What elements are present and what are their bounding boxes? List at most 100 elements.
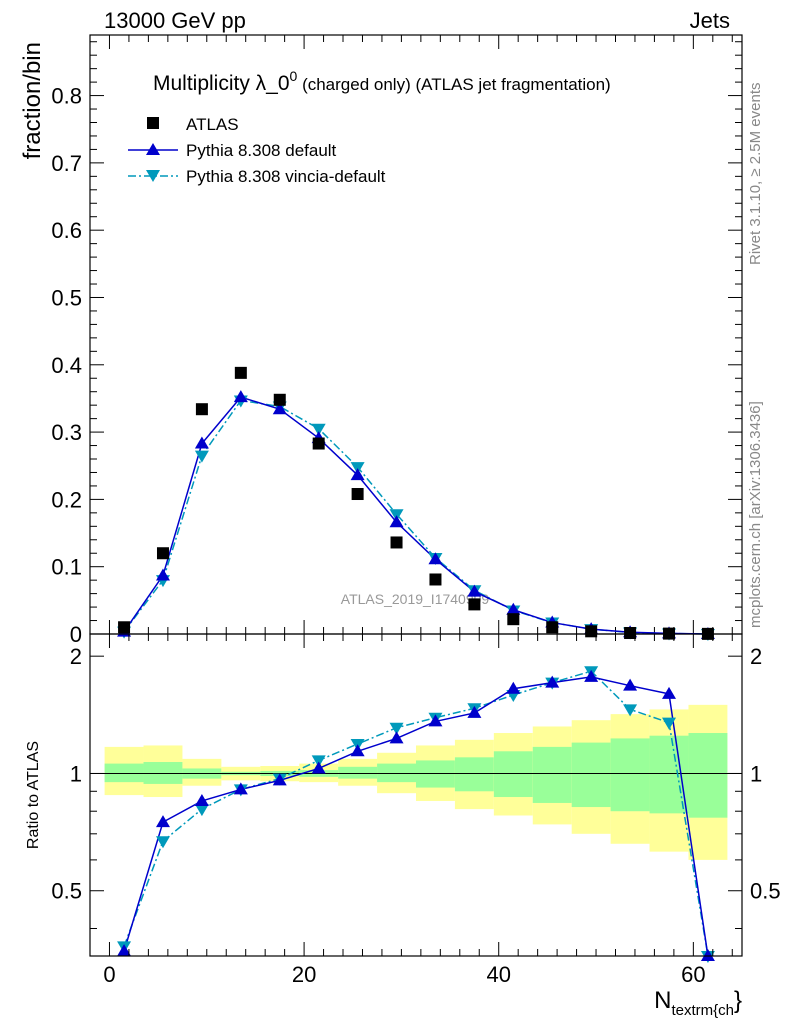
inner-band-bin xyxy=(104,763,144,783)
legend-marker-vincia xyxy=(146,170,160,182)
main-y-tick-label: 0.6 xyxy=(51,218,82,243)
inner-band-bin xyxy=(688,733,728,818)
ratio-vincia-marker xyxy=(311,755,326,768)
ratio-vincia-marker xyxy=(662,717,677,730)
ratio-y-tick-label-left: 0.5 xyxy=(51,879,82,904)
main-y-axis-label: fraction/bin xyxy=(19,42,46,159)
main-y-tick-label: 0.2 xyxy=(51,487,82,512)
ratio-default-marker xyxy=(272,773,287,786)
ratio-axis-ticks xyxy=(90,634,742,956)
ratio-vincia-line xyxy=(123,670,709,957)
vincia-marker xyxy=(311,423,326,436)
ratio-series-group xyxy=(117,666,715,963)
legend-marker-default xyxy=(146,143,160,155)
ratio-panel: 0.5 0.5 1 1 2 2 0 20 40 60 Ratio to ATLAS Ntextr… xyxy=(25,633,781,1019)
main-y-tick-label: 0 xyxy=(70,622,82,647)
x-axis-label-sub: textrm{ch xyxy=(671,1002,734,1019)
ratio-default-marker xyxy=(623,678,638,691)
ratio-default-marker xyxy=(584,669,599,682)
legend-label-vincia: Pythia 8.308 vincia-default xyxy=(186,167,386,186)
x-axis-label: Ntextrm{ch} xyxy=(654,987,742,1019)
legend-marker-atlas xyxy=(147,117,159,129)
main-panel: 0 0.1 0.2 0.3 0.4 0.5 0.6 0.7 0.8 fraction/bin M… xyxy=(19,34,743,647)
default-marker xyxy=(194,436,209,449)
x-axis-label-main: N xyxy=(654,987,671,1014)
ratio-uncertainty-bands xyxy=(104,704,728,860)
legend: ATLAS Pythia 8.308 default Pythia 8.308 … xyxy=(128,115,386,186)
default-marker xyxy=(467,584,482,597)
rivet-side-label: Rivet 3.1.10, ≥ 2.5M events xyxy=(747,83,764,266)
x-axis-label-close: } xyxy=(734,987,742,1014)
inner-band-bin xyxy=(338,766,378,779)
ratio-default-marker xyxy=(194,793,209,806)
main-y-tick-label: 0.4 xyxy=(51,353,82,378)
inner-band-bin xyxy=(649,735,689,814)
atlas-marker xyxy=(624,626,637,639)
default-marker xyxy=(389,515,404,528)
vincia-marker xyxy=(389,509,404,522)
main-y-tick-label: 0.7 xyxy=(51,151,82,176)
atlas-marker xyxy=(156,547,169,560)
atlas-marker xyxy=(585,625,598,638)
mcplots-side-label: mcplots.cern.ch [arXiv:1306.3436] xyxy=(747,401,764,628)
ratio-y-tick-label-right: 0.5 xyxy=(750,879,781,904)
ratio-y-tick-label-left: 2 xyxy=(70,644,82,669)
x-tick-label: 40 xyxy=(486,962,510,987)
x-tick-label: 20 xyxy=(292,962,316,987)
ratio-default-marker xyxy=(311,761,326,774)
ratio-default-marker xyxy=(467,705,482,718)
atlas-marker xyxy=(507,613,520,626)
default-marker xyxy=(350,468,365,481)
atlas-marker xyxy=(234,366,247,379)
atlas-marker xyxy=(546,621,559,634)
ratio-y-tick-label-right: 2 xyxy=(750,644,762,669)
chart-title-sup: 0 xyxy=(290,68,298,84)
default-marker xyxy=(272,402,287,415)
chart-title: Multiplicity λ_00 (charged only) (ATLAS … xyxy=(153,68,611,95)
default-marker xyxy=(155,568,170,581)
ratio-y-tick-label-right: 1 xyxy=(750,761,762,786)
header-right-label: Jets xyxy=(690,8,730,33)
atlas-marker xyxy=(468,598,481,611)
ratio-x-tick-labels: 0 20 40 60 xyxy=(103,962,705,987)
ratio-default-marker xyxy=(117,944,132,957)
legend-label-atlas: ATLAS xyxy=(186,115,239,134)
inner-band-bin xyxy=(610,738,650,812)
x-tick-label: 60 xyxy=(681,962,705,987)
default-line xyxy=(123,396,708,635)
analysis-watermark: ATLAS_2019_I1740909 xyxy=(341,591,490,607)
default-marker xyxy=(428,552,443,565)
ratio-default-marker xyxy=(700,949,715,961)
chart-title-rest: (charged only) (ATLAS jet fragmentation) xyxy=(297,75,610,94)
ratio-default-marker xyxy=(428,714,443,727)
ratio-y-tick-label-left: 1 xyxy=(70,761,82,786)
inner-band-bin xyxy=(377,763,416,783)
inner-band-bin xyxy=(416,760,455,788)
header-left-label: 13000 GeV pp xyxy=(104,8,246,33)
inner-band-bin xyxy=(493,751,533,798)
ratio-default-marker xyxy=(233,782,248,795)
main-y-tick-labels: 0 0.1 0.2 0.3 0.4 0.5 0.6 0.7 0.8 xyxy=(51,84,82,647)
ratio-default-marker xyxy=(389,731,404,744)
atlas-marker xyxy=(429,573,442,586)
ratio-default-marker xyxy=(350,744,365,757)
inner-band-bin xyxy=(571,742,611,808)
ratio-vincia-marker xyxy=(389,722,404,735)
ratio-vincia-marker xyxy=(194,804,209,817)
ratio-default-marker xyxy=(662,686,677,699)
ratio-panel-frame xyxy=(89,633,743,957)
ratio-default-marker xyxy=(506,681,521,694)
ratio-default-marker xyxy=(545,675,560,688)
main-y-tick-label: 0.3 xyxy=(51,420,82,445)
ratio-default-marker xyxy=(155,815,170,828)
ratio-y-axis-label: Ratio to ATLAS xyxy=(25,741,42,849)
ratio-vincia-marker xyxy=(623,704,638,717)
atlas-marker xyxy=(312,437,325,450)
atlas-marker xyxy=(195,403,208,416)
main-y-tick-label: 0.5 xyxy=(51,285,82,310)
main-y-tick-label: 0.1 xyxy=(51,555,82,580)
inner-band-bin xyxy=(454,757,494,792)
atlas-marker xyxy=(118,621,131,634)
vincia-marker xyxy=(194,450,209,463)
